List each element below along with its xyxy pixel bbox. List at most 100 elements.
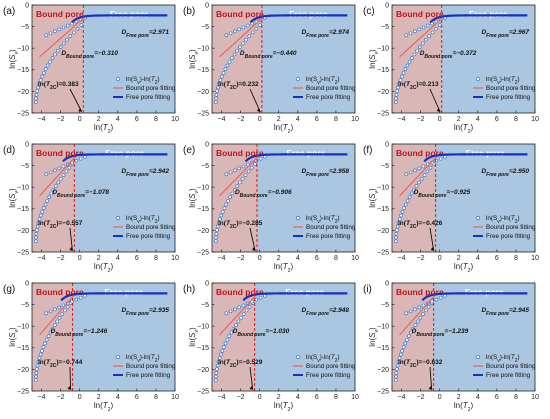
data-point <box>230 56 234 60</box>
bound-pore-fit-line <box>219 155 260 197</box>
data-point <box>226 198 230 203</box>
data-point <box>41 206 46 210</box>
data-point <box>214 374 218 379</box>
x-tick-label: −2 <box>417 394 425 401</box>
y-axis-label: ln(Sv) <box>368 188 380 208</box>
y-tick-label: −10 <box>197 185 209 192</box>
free-pore-region <box>261 5 355 113</box>
data-point <box>401 70 406 75</box>
y-tick-label: 0 <box>385 2 389 9</box>
data-point <box>35 89 40 94</box>
data-point <box>393 100 398 105</box>
legend-label-free-fit: Free pore fitting <box>306 372 351 379</box>
data-point <box>398 78 403 83</box>
y-tick-label: −15 <box>17 206 29 213</box>
x-tick-label: −2 <box>57 255 65 262</box>
x-tick-label: 10 <box>531 255 539 262</box>
x-axis-label: ln(T2) <box>274 262 294 274</box>
data-point <box>57 27 62 32</box>
panel-label: (d) <box>3 145 15 156</box>
data-point <box>78 295 83 300</box>
x-tick-label: 2 <box>97 394 101 401</box>
bound-pore-fit-line <box>39 16 86 58</box>
data-point <box>394 374 398 379</box>
data-point <box>430 30 435 35</box>
t2c-annotation: ln(T2C)=−0.529 <box>218 359 263 369</box>
bound-pore-title: Bound pore <box>216 148 264 158</box>
data-point <box>227 334 232 338</box>
bound-pore-fit-line <box>399 294 436 336</box>
plot-frame <box>391 143 536 253</box>
chart-panel-h: Bound pore Free pore−4 −2 0 2 4 6 8 100−5−10−15−… <box>183 280 359 413</box>
data-point <box>228 309 233 314</box>
d-bound-annotation: DBound pore=−0.925 <box>414 189 471 199</box>
y-tick-label: −10 <box>377 46 389 53</box>
data-point <box>55 319 60 324</box>
y-tick-label: −10 <box>197 324 209 331</box>
legend-label-bound-fit: Bound pore fitting <box>486 363 536 370</box>
data-point <box>246 169 251 174</box>
panel-label: (c) <box>363 6 375 17</box>
data-point <box>420 41 425 46</box>
data-point <box>417 180 421 185</box>
data-point <box>399 213 403 218</box>
d-free-annotation: DFree pore=2.958 <box>301 168 349 178</box>
x-tick-label: 4 <box>296 116 300 123</box>
data-point <box>238 45 242 49</box>
data-point <box>72 30 76 35</box>
data-point <box>417 305 422 310</box>
data-point <box>241 312 246 316</box>
d-free-annotation: DFree pore=2.967 <box>481 29 529 39</box>
y-tick-label: −25 <box>17 110 29 117</box>
legend-label-free-fit: Free pore fitting <box>306 94 351 101</box>
t2c-arrow-line <box>249 88 261 112</box>
data-point <box>224 311 229 316</box>
legend-marker-symbol <box>476 77 480 81</box>
t2c-annotation: ln(T2C)=−0.744 <box>38 359 83 369</box>
plot-frame <box>211 282 356 392</box>
chart-panel-d: Bound pore Free pore−4 −2 0 2 4 6 8 100−5−10−15−… <box>3 141 179 274</box>
data-point <box>215 367 219 372</box>
x-tick-label: −4 <box>398 394 406 401</box>
data-point <box>222 206 227 210</box>
bound-pore-region <box>392 283 434 391</box>
t2c-arrow-line <box>69 88 82 112</box>
legend-label-data: ln(Sv)-ln(T2) <box>306 354 340 364</box>
x-axis-label: ln(T2) <box>94 123 114 135</box>
data-point <box>38 352 43 357</box>
free-pore-fit-line <box>429 14 528 24</box>
data-point <box>408 170 413 175</box>
legend-label-bound-fit: Bound pore fitting <box>306 363 356 370</box>
free-pore-title: Free pore <box>110 9 149 19</box>
free-pore-fit-line <box>62 153 168 163</box>
t2c-arrow-line <box>429 227 435 251</box>
data-point <box>47 195 52 199</box>
data-point <box>33 100 38 105</box>
plot-frame <box>391 282 536 392</box>
y-axis-label: ln(Sv) <box>8 49 20 69</box>
x-tick-label: 4 <box>116 116 120 123</box>
data-point <box>394 232 399 236</box>
data-point <box>237 305 242 310</box>
data-point <box>61 164 66 169</box>
data-point <box>34 371 39 375</box>
data-point <box>49 191 54 196</box>
y-tick-label: −15 <box>197 67 209 74</box>
data-point <box>215 89 219 94</box>
legend-label-free-fit: Free pore fitting <box>486 372 531 379</box>
data-point <box>421 164 426 169</box>
legend-label-bound-fit: Bound pore fitting <box>126 363 176 370</box>
data-point <box>404 33 409 38</box>
panel-label: (f) <box>363 145 372 156</box>
data-point <box>397 356 402 361</box>
legend-label-free-fit: Free pore fitting <box>126 233 171 240</box>
data-point <box>57 315 62 320</box>
d-free-annotation: DFree pore=2.971 <box>121 29 169 39</box>
free-pore-title: Free pore <box>289 9 328 19</box>
data-point <box>254 297 259 302</box>
data-point <box>35 363 40 368</box>
data-point <box>68 34 73 38</box>
y-tick-label: −25 <box>377 110 389 117</box>
y-tick-label: 0 <box>385 280 389 287</box>
data-point <box>395 363 400 368</box>
